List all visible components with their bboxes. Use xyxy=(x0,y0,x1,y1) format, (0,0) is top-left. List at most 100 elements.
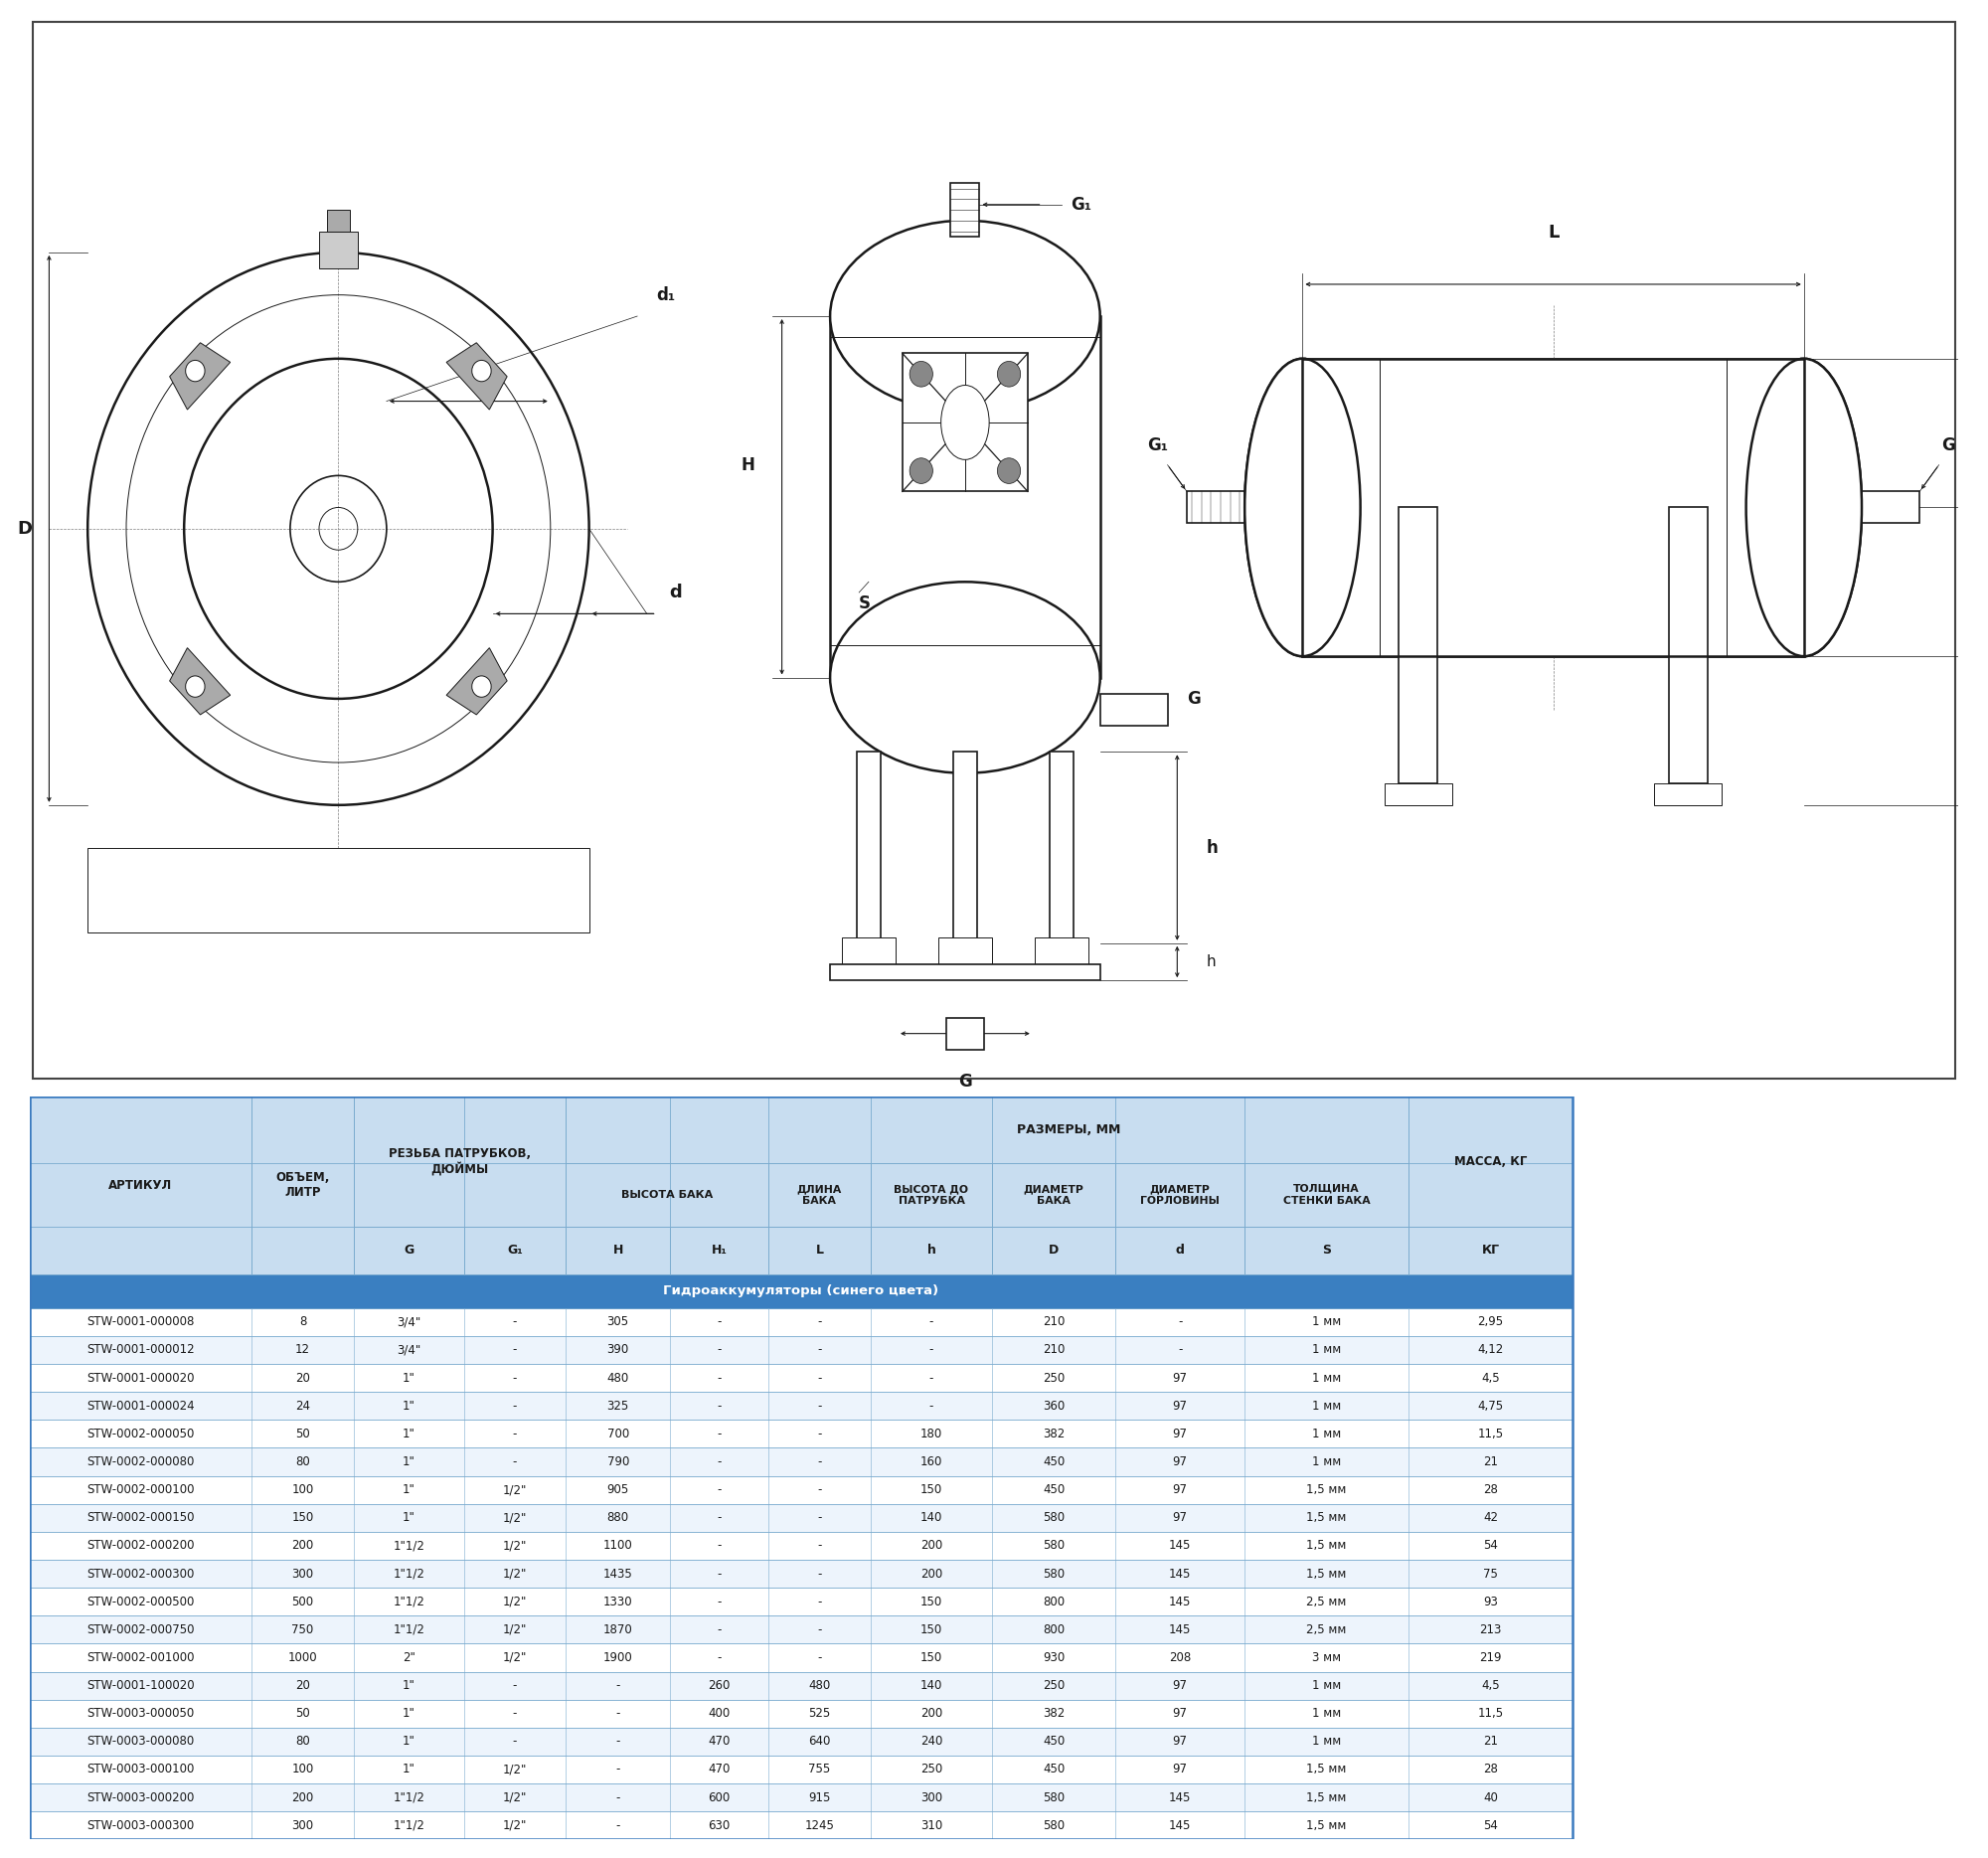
Text: 97: 97 xyxy=(1173,1735,1187,1748)
Text: 21: 21 xyxy=(1483,1455,1499,1468)
Bar xyxy=(1863,492,1920,524)
Text: 2,5 мм: 2,5 мм xyxy=(1306,1624,1346,1637)
Text: -: - xyxy=(513,1399,517,1412)
Text: -: - xyxy=(513,1735,517,1748)
Text: 1 мм: 1 мм xyxy=(1312,1455,1342,1468)
Text: 305: 305 xyxy=(606,1315,628,1328)
Text: -: - xyxy=(718,1455,722,1468)
Bar xyxy=(30,1756,1573,1784)
Text: 580: 580 xyxy=(1044,1819,1066,1832)
Text: 1/2": 1/2" xyxy=(503,1596,527,1609)
Text: 300: 300 xyxy=(292,1568,314,1579)
Bar xyxy=(252,1096,354,1275)
Text: 1": 1" xyxy=(402,1735,415,1748)
Text: -: - xyxy=(817,1538,821,1551)
Text: 140: 140 xyxy=(920,1511,942,1524)
Text: 250: 250 xyxy=(1044,1371,1066,1384)
Text: 1/2": 1/2" xyxy=(503,1538,527,1551)
Bar xyxy=(769,1226,871,1275)
Text: 4,5: 4,5 xyxy=(1481,1371,1499,1384)
Text: 97: 97 xyxy=(1173,1427,1187,1440)
Text: G: G xyxy=(958,1072,972,1091)
Text: 1"1/2: 1"1/2 xyxy=(394,1819,425,1832)
Text: 54: 54 xyxy=(1483,1819,1497,1832)
Text: d: d xyxy=(670,583,682,602)
Text: 1,5 мм: 1,5 мм xyxy=(1306,1791,1346,1804)
Bar xyxy=(992,1226,1115,1275)
Bar xyxy=(769,1163,871,1226)
Text: 755: 755 xyxy=(809,1763,831,1776)
Text: 97: 97 xyxy=(1173,1455,1187,1468)
Text: -: - xyxy=(718,1427,722,1440)
Polygon shape xyxy=(447,342,507,409)
Text: 1/2": 1/2" xyxy=(503,1652,527,1665)
Text: 1870: 1870 xyxy=(602,1624,632,1637)
Text: 150: 150 xyxy=(920,1652,942,1665)
Text: L: L xyxy=(1547,223,1559,242)
Text: 1"1/2: 1"1/2 xyxy=(394,1538,425,1551)
Text: 390: 390 xyxy=(606,1343,628,1356)
Bar xyxy=(567,1226,670,1275)
Text: 150: 150 xyxy=(292,1511,314,1524)
Ellipse shape xyxy=(1745,359,1863,656)
Text: 1": 1" xyxy=(402,1371,415,1384)
Bar xyxy=(30,1392,1573,1420)
Text: G: G xyxy=(1187,689,1201,708)
Text: 1": 1" xyxy=(402,1708,415,1721)
Text: 1"1/2: 1"1/2 xyxy=(394,1791,425,1804)
Text: -: - xyxy=(616,1735,620,1748)
Text: 1900: 1900 xyxy=(602,1652,632,1665)
Bar xyxy=(1187,492,1244,524)
Text: 700: 700 xyxy=(606,1427,628,1440)
Bar xyxy=(30,1420,1573,1447)
Bar xyxy=(1670,507,1708,784)
Text: L: L xyxy=(815,1245,823,1256)
Text: 800: 800 xyxy=(1044,1624,1066,1637)
Text: 1,5 мм: 1,5 мм xyxy=(1306,1483,1346,1496)
Text: 1": 1" xyxy=(402,1511,415,1524)
Text: 1,5 мм: 1,5 мм xyxy=(1306,1568,1346,1579)
Text: 8: 8 xyxy=(298,1315,306,1328)
Text: 2,95: 2,95 xyxy=(1477,1315,1503,1328)
Text: 1/2": 1/2" xyxy=(503,1511,527,1524)
Text: 97: 97 xyxy=(1173,1483,1187,1496)
Text: STW-0002-000500: STW-0002-000500 xyxy=(87,1596,195,1609)
Text: -: - xyxy=(718,1315,722,1328)
Text: ДИАМЕТР
ГОРЛОВИНЫ: ДИАМЕТР ГОРЛОВИНЫ xyxy=(1141,1184,1221,1206)
Text: -: - xyxy=(817,1455,821,1468)
Bar xyxy=(30,1364,1573,1392)
Bar xyxy=(1050,752,1074,944)
Text: 145: 145 xyxy=(1169,1819,1191,1832)
Text: 150: 150 xyxy=(920,1624,942,1637)
Text: STW-0002-001000: STW-0002-001000 xyxy=(87,1652,195,1665)
Text: 1/2": 1/2" xyxy=(503,1763,527,1776)
Bar xyxy=(946,1018,984,1050)
Bar xyxy=(871,1226,992,1275)
Bar xyxy=(1036,938,1087,964)
Text: 1,5 мм: 1,5 мм xyxy=(1306,1538,1346,1551)
Text: 208: 208 xyxy=(1169,1652,1191,1665)
Text: 1100: 1100 xyxy=(602,1538,632,1551)
Text: -: - xyxy=(928,1315,934,1328)
Text: 40: 40 xyxy=(1483,1791,1497,1804)
Text: 145: 145 xyxy=(1169,1596,1191,1609)
Text: 300: 300 xyxy=(920,1791,942,1804)
Text: 24: 24 xyxy=(296,1399,310,1412)
Bar xyxy=(1409,1096,1573,1226)
Text: 880: 880 xyxy=(606,1511,628,1524)
Bar xyxy=(30,1672,1573,1700)
Text: -: - xyxy=(1179,1315,1183,1328)
Bar xyxy=(1400,507,1437,784)
Text: 160: 160 xyxy=(920,1455,942,1468)
Bar xyxy=(30,1616,1573,1644)
Bar xyxy=(1244,1163,1409,1226)
Text: 1,5 мм: 1,5 мм xyxy=(1306,1819,1346,1832)
Text: 1 мм: 1 мм xyxy=(1312,1315,1342,1328)
Text: 250: 250 xyxy=(920,1763,942,1776)
Text: 915: 915 xyxy=(809,1791,831,1804)
Text: 145: 145 xyxy=(1169,1624,1191,1637)
Text: 240: 240 xyxy=(920,1735,942,1748)
Text: -: - xyxy=(513,1708,517,1721)
Text: 97: 97 xyxy=(1173,1680,1187,1693)
Text: 20: 20 xyxy=(296,1371,310,1384)
